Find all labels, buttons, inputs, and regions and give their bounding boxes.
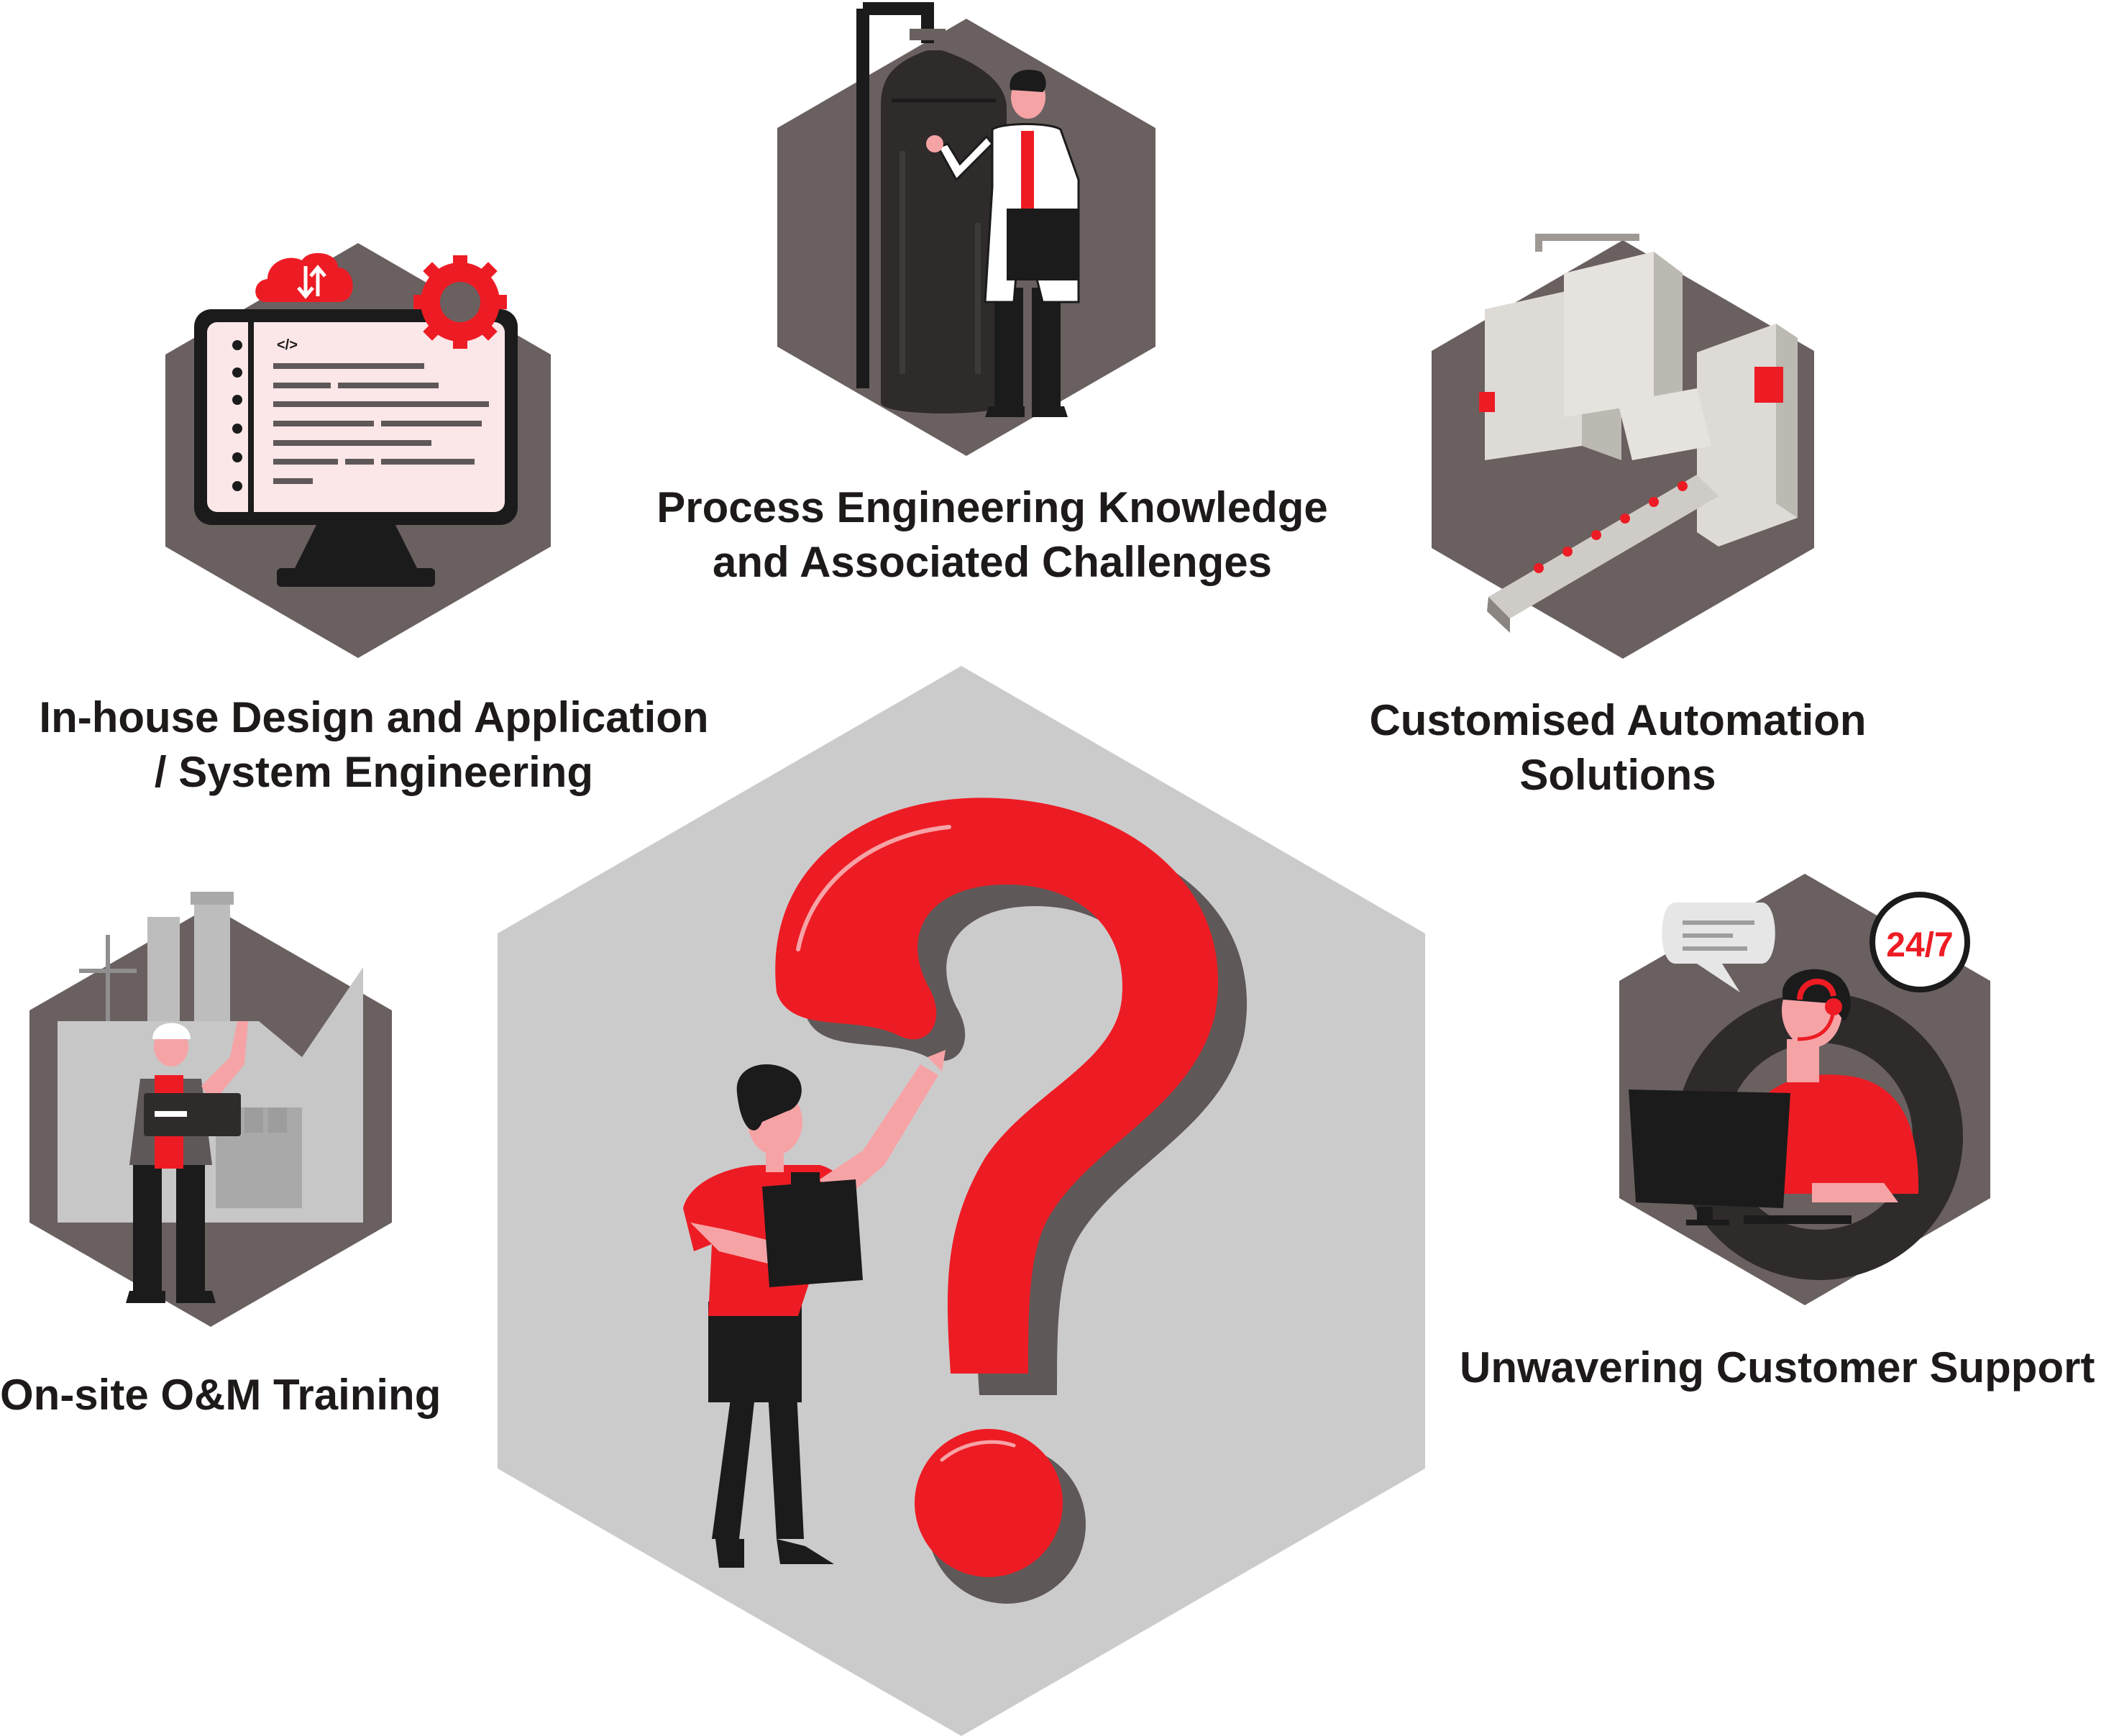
process-hexagon bbox=[777, 2, 1155, 456]
onsite-training-label: On-site O&M Training bbox=[0, 1368, 475, 1422]
monitor-icon bbox=[1629, 1089, 1852, 1225]
worker-icon bbox=[126, 1021, 248, 1303]
inhouse-design-label: In-house Design and Application / System… bbox=[14, 690, 733, 800]
inhouse-hexagon: </> bbox=[165, 243, 551, 658]
onsite-hexagon bbox=[29, 892, 392, 1327]
cloud-sync-icon bbox=[255, 252, 353, 302]
thinking-man-icon bbox=[683, 1050, 946, 1568]
automation-label: Customised Automation Solutions bbox=[1309, 693, 1927, 803]
support-hexagon: 24/7 bbox=[1619, 874, 1990, 1305]
gear-icon bbox=[413, 255, 507, 349]
code-tag: </> bbox=[277, 337, 298, 353]
process-label-line2: and Associated Challenges bbox=[712, 538, 1272, 586]
factory-building-icon bbox=[58, 892, 363, 1223]
onsite-label-line1: On-site O&M Training bbox=[0, 1371, 441, 1419]
inhouse-label-line2: / System Engineering bbox=[154, 748, 594, 796]
inhouse-label-line1: In-house Design and Application bbox=[39, 693, 709, 741]
gas-tank-icon bbox=[856, 2, 1007, 414]
process-label-line1: Process Engineering Knowledge bbox=[656, 483, 1328, 531]
customer-support-label: Unwavering Customer Support bbox=[1460, 1340, 2119, 1395]
process-engineering-label: Process Engineering Knowledge and Associ… bbox=[633, 480, 1352, 590]
question-mark-icon bbox=[775, 798, 1248, 1604]
laptop-icon: </> bbox=[194, 309, 518, 587]
support-badge-text: 24/7 bbox=[1886, 926, 1953, 964]
support-label-line1: Unwavering Customer Support bbox=[1460, 1343, 2095, 1392]
chat-bubble-icon bbox=[1662, 903, 1775, 992]
scientist-icon bbox=[926, 70, 1080, 417]
automation-label-line1: Customised Automation bbox=[1369, 696, 1867, 744]
support-badge: 24/7 bbox=[1869, 892, 1970, 992]
automation-label-line2: Solutions bbox=[1519, 751, 1716, 799]
factory-machine-icon bbox=[1479, 234, 1798, 633]
automation-hexagon bbox=[1432, 234, 1814, 659]
